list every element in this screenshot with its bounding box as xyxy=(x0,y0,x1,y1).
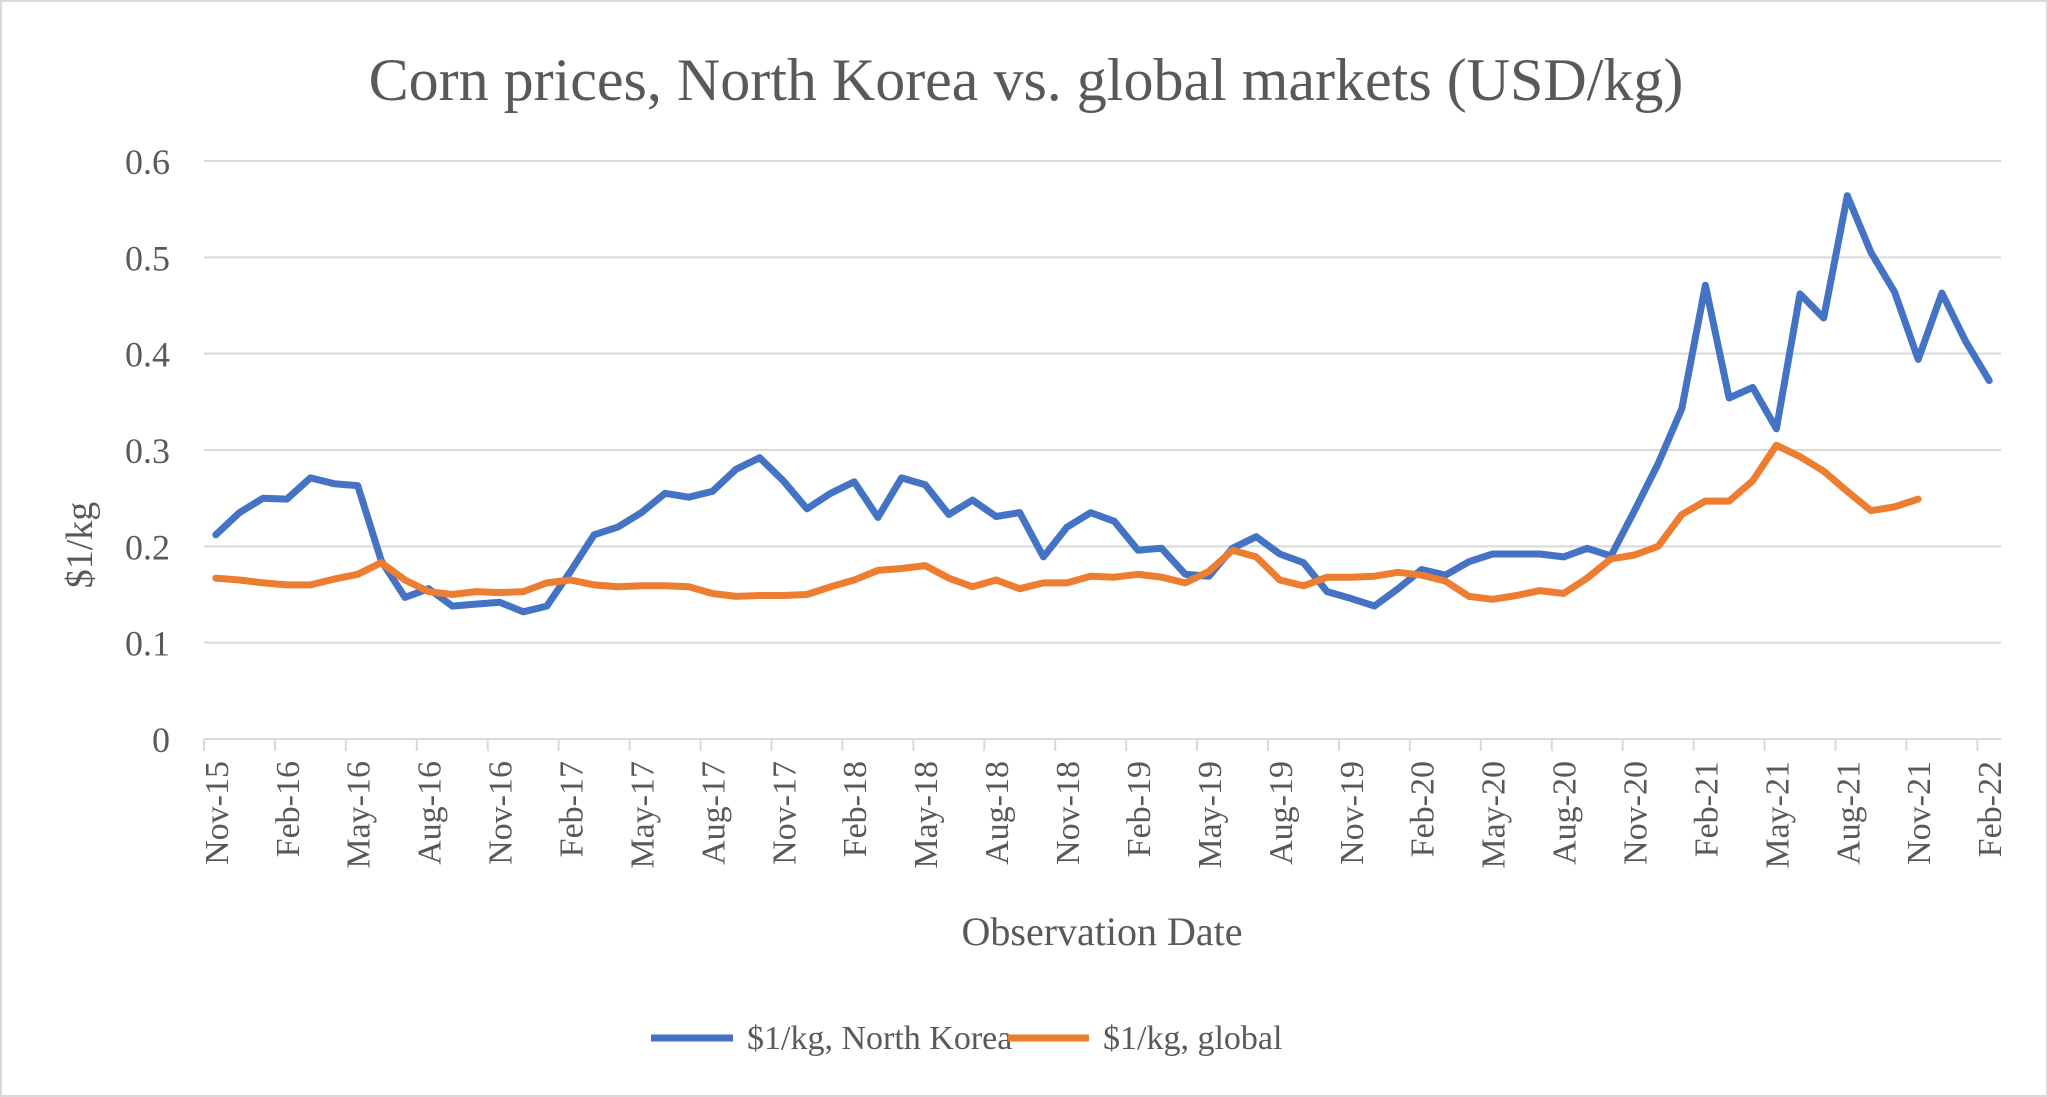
series-lines xyxy=(212,192,1993,616)
y-tick-label: 0.4 xyxy=(125,335,170,375)
x-tick-label: Aug-20 xyxy=(1547,761,1584,865)
x-tick-label: Nov-16 xyxy=(483,761,520,865)
x-tick-label: Aug-19 xyxy=(1263,761,1300,865)
y-tick-label: 0.3 xyxy=(125,431,170,471)
series-line-global xyxy=(212,441,1922,603)
y-tick-label: 0.5 xyxy=(125,238,170,278)
x-tick-label: Aug-21 xyxy=(1830,761,1867,865)
x-axis: Nov-15 Feb-16 May-16 Aug-16 Nov-16 Feb-17 May-… xyxy=(199,738,2009,869)
x-tick-label: May-17 xyxy=(624,761,661,869)
x-tick-label: May-16 xyxy=(341,761,378,869)
x-tick-label: Aug-17 xyxy=(695,761,732,865)
x-tick-label: May-18 xyxy=(908,761,945,869)
x-tick-label: Feb-20 xyxy=(1405,761,1442,857)
y-tick-label: 0.1 xyxy=(125,624,170,664)
x-tick-label: Feb-22 xyxy=(1972,761,2009,857)
x-tick-label: Nov-19 xyxy=(1334,761,1371,865)
x-axis-label: Observation Date xyxy=(961,909,1242,954)
x-tick-label: Feb-17 xyxy=(553,761,590,857)
y-tick-label: 0 xyxy=(152,720,170,760)
x-tick-label: Nov-17 xyxy=(766,761,803,865)
chart-title: Corn prices, North Korea vs. global mark… xyxy=(369,47,1684,113)
y-tick-label: 0.6 xyxy=(125,142,170,182)
legend: $1/kg, North Korea $1/kg, global xyxy=(651,1020,1282,1057)
x-tick-label: Nov-20 xyxy=(1618,761,1655,865)
x-tick-label: Aug-18 xyxy=(979,761,1016,865)
x-tick-label: Aug-16 xyxy=(412,761,449,865)
x-tick-label: Feb-16 xyxy=(270,761,307,857)
x-tick-label: May-19 xyxy=(1192,761,1229,869)
x-tick-label: Nov-21 xyxy=(1901,761,1938,865)
x-tick-label: Feb-21 xyxy=(1688,761,1725,857)
x-tick-label: May-21 xyxy=(1759,761,1796,869)
y-axis-label: $1/kg xyxy=(59,502,101,589)
x-tick-label: Feb-18 xyxy=(837,761,874,857)
x-tick-label: Nov-18 xyxy=(1050,761,1087,865)
legend-label-north-korea: $1/kg, North Korea xyxy=(747,1020,1012,1057)
x-tick-label: Nov-15 xyxy=(199,761,236,865)
x-tick-label: Feb-19 xyxy=(1121,761,1158,857)
x-tick-label: May-20 xyxy=(1476,761,1513,869)
gridlines xyxy=(204,160,2001,644)
series-line-north-korea xyxy=(212,192,1993,616)
y-tick-labels: 0 0.1 0.2 0.3 0.4 0.5 0.6 xyxy=(125,142,170,760)
legend-label-global: $1/kg, global xyxy=(1103,1020,1282,1057)
y-tick-label: 0.2 xyxy=(125,527,170,567)
